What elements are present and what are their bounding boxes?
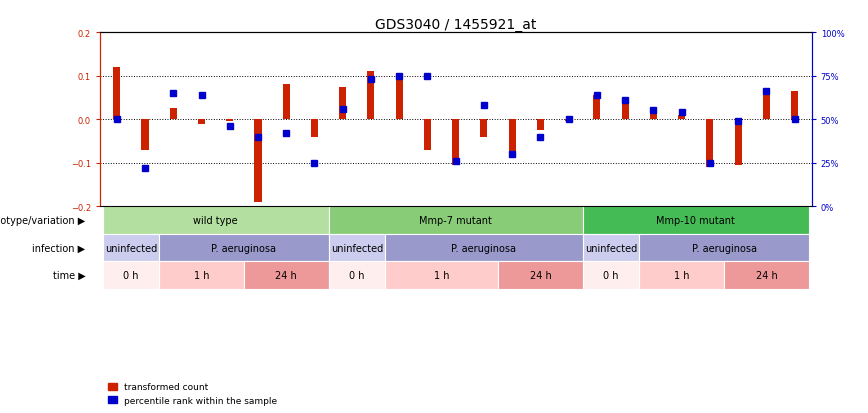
Bar: [102, 262, 159, 289]
Text: uninfected: uninfected: [331, 243, 383, 253]
Text: 0 h: 0 h: [349, 271, 365, 280]
Bar: [159, 234, 329, 262]
Bar: [329, 207, 582, 234]
Text: 1 h: 1 h: [434, 271, 450, 280]
Title: GDS3040 / 1455921_at: GDS3040 / 1455921_at: [375, 18, 536, 32]
Bar: [198, 120, 205, 124]
Text: 24 h: 24 h: [755, 271, 777, 280]
Bar: [254, 120, 261, 202]
Text: 1 h: 1 h: [194, 271, 209, 280]
Legend: transformed count, percentile rank within the sample: transformed count, percentile rank withi…: [104, 379, 281, 408]
Bar: [396, 74, 403, 120]
Bar: [452, 120, 459, 166]
Bar: [582, 262, 640, 289]
Text: P. aeruginosa: P. aeruginosa: [451, 243, 516, 253]
Bar: [159, 262, 244, 289]
Bar: [734, 120, 741, 166]
Text: P. aeruginosa: P. aeruginosa: [212, 243, 276, 253]
Bar: [582, 234, 640, 262]
Bar: [791, 92, 799, 120]
Bar: [565, 120, 572, 122]
Bar: [640, 234, 809, 262]
Bar: [650, 111, 657, 120]
Text: Mmp-7 mutant: Mmp-7 mutant: [419, 216, 492, 225]
Text: genotype/variation ▶: genotype/variation ▶: [0, 216, 86, 225]
Bar: [102, 207, 329, 234]
Bar: [244, 262, 329, 289]
Text: time ▶: time ▶: [53, 271, 86, 280]
Bar: [424, 120, 431, 150]
Text: wild type: wild type: [194, 216, 238, 225]
Bar: [113, 68, 121, 120]
Text: infection ▶: infection ▶: [32, 243, 86, 253]
Bar: [582, 207, 809, 234]
Text: uninfected: uninfected: [105, 243, 157, 253]
Bar: [367, 72, 374, 120]
Bar: [283, 85, 290, 120]
Text: uninfected: uninfected: [585, 243, 637, 253]
Bar: [621, 102, 628, 120]
Bar: [537, 120, 544, 131]
Bar: [311, 120, 318, 137]
Bar: [227, 120, 233, 122]
Bar: [329, 234, 385, 262]
Bar: [385, 234, 582, 262]
Bar: [509, 120, 516, 157]
Bar: [329, 262, 385, 289]
Bar: [385, 262, 498, 289]
Text: Mmp-10 mutant: Mmp-10 mutant: [656, 216, 735, 225]
Bar: [707, 120, 713, 168]
Bar: [170, 109, 177, 120]
Bar: [141, 120, 148, 150]
Bar: [339, 87, 346, 120]
Bar: [724, 262, 809, 289]
Bar: [678, 116, 685, 120]
Bar: [480, 120, 488, 137]
Text: 1 h: 1 h: [674, 271, 689, 280]
Bar: [102, 234, 159, 262]
Text: 24 h: 24 h: [529, 271, 551, 280]
Bar: [594, 96, 601, 120]
Text: P. aeruginosa: P. aeruginosa: [692, 243, 757, 253]
Bar: [763, 92, 770, 120]
Text: 0 h: 0 h: [603, 271, 619, 280]
Text: 24 h: 24 h: [275, 271, 297, 280]
Text: 0 h: 0 h: [123, 271, 139, 280]
Bar: [498, 262, 582, 289]
Bar: [640, 262, 724, 289]
